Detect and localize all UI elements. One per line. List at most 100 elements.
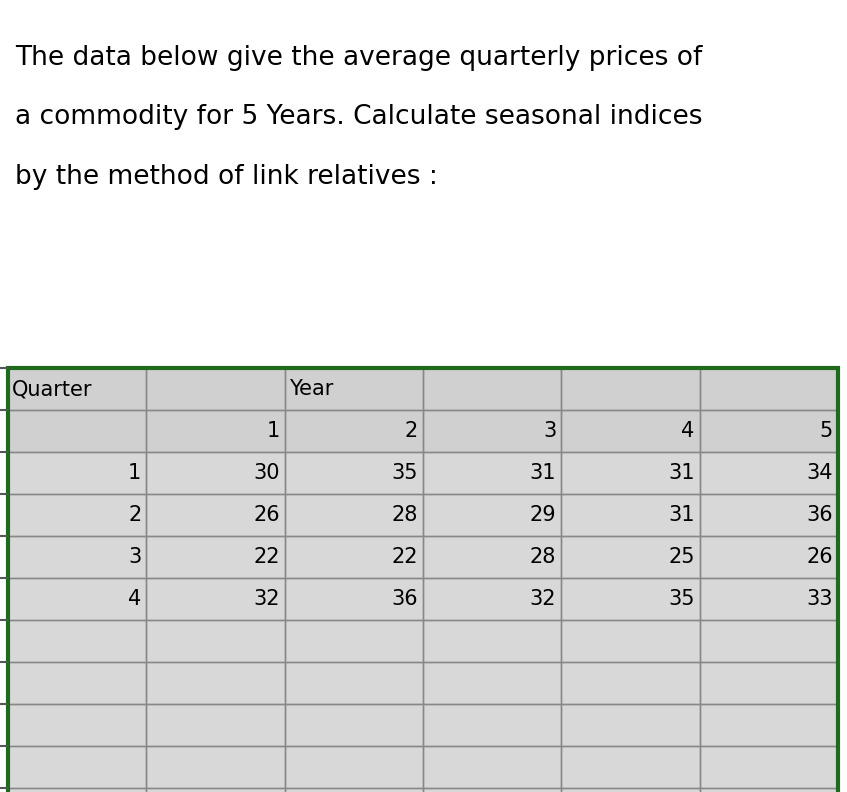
Bar (147, 620, 285, 662)
Bar (423, 410, 562, 452)
Bar (147, 704, 285, 746)
Bar (700, 746, 838, 788)
Bar (285, 788, 423, 792)
Bar (562, 746, 700, 788)
Text: 35: 35 (391, 463, 418, 483)
Text: a commodity for 5 Years. Calculate seasonal indices: a commodity for 5 Years. Calculate seaso… (15, 105, 703, 131)
Bar (562, 536, 700, 578)
Bar (700, 578, 838, 620)
Bar (700, 368, 838, 410)
Bar (562, 620, 700, 662)
Bar (423, 662, 562, 704)
Bar (285, 410, 423, 452)
Bar (8, 704, 147, 746)
Bar (700, 788, 838, 792)
Text: Quarter: Quarter (12, 379, 92, 399)
Bar (285, 662, 423, 704)
Text: 26: 26 (806, 547, 833, 567)
Text: 32: 32 (253, 589, 280, 609)
Bar (8, 536, 147, 578)
Bar (8, 662, 147, 704)
Bar (285, 746, 423, 788)
Bar (8, 746, 147, 788)
Bar (700, 536, 838, 578)
Bar (147, 494, 285, 536)
Bar (562, 368, 700, 410)
Bar (285, 494, 423, 536)
Bar (8, 452, 147, 494)
Text: 3: 3 (128, 547, 141, 567)
Text: 31: 31 (530, 463, 556, 483)
Bar (147, 368, 285, 410)
Text: 30: 30 (253, 463, 280, 483)
Text: 4: 4 (682, 421, 695, 441)
Bar (147, 536, 285, 578)
Bar (700, 410, 838, 452)
Bar (285, 536, 423, 578)
Bar (285, 578, 423, 620)
Bar (423, 746, 562, 788)
Bar (285, 452, 423, 494)
Bar (423, 368, 562, 410)
Text: 1: 1 (128, 463, 141, 483)
Text: 4: 4 (128, 589, 141, 609)
Bar (147, 410, 285, 452)
Bar (147, 662, 285, 704)
Bar (8, 368, 147, 410)
Text: 25: 25 (668, 547, 695, 567)
Bar (285, 368, 423, 410)
Text: 2: 2 (405, 421, 418, 441)
Text: 34: 34 (806, 463, 833, 483)
Bar (423, 620, 562, 662)
Text: 2: 2 (128, 505, 141, 525)
Bar (423, 494, 562, 536)
Text: 29: 29 (529, 505, 556, 525)
Text: Year: Year (289, 379, 333, 399)
Text: The data below give the average quarterly prices of: The data below give the average quarterl… (15, 45, 703, 71)
Text: 35: 35 (668, 589, 695, 609)
Text: 36: 36 (806, 505, 833, 525)
Text: 22: 22 (253, 547, 280, 567)
Text: 31: 31 (668, 463, 695, 483)
Bar (8, 788, 147, 792)
Text: 22: 22 (391, 547, 418, 567)
Text: 3: 3 (543, 421, 556, 441)
Bar (423, 452, 562, 494)
Text: 26: 26 (253, 505, 280, 525)
Bar (8, 620, 147, 662)
Text: by the method of link relatives :: by the method of link relatives : (15, 164, 438, 190)
Bar (423, 578, 562, 620)
Bar (147, 452, 285, 494)
Text: 5: 5 (820, 421, 833, 441)
Bar (700, 704, 838, 746)
Bar (8, 578, 147, 620)
Text: 28: 28 (391, 505, 418, 525)
Bar (147, 578, 285, 620)
Bar (700, 494, 838, 536)
Bar (562, 452, 700, 494)
Bar (8, 410, 147, 452)
Bar (285, 620, 423, 662)
Bar (8, 494, 147, 536)
Text: 32: 32 (530, 589, 556, 609)
Bar (700, 452, 838, 494)
Text: 28: 28 (530, 547, 556, 567)
Bar (700, 662, 838, 704)
Bar (8, 368, 838, 792)
Text: 31: 31 (668, 505, 695, 525)
Bar (147, 746, 285, 788)
Bar (562, 410, 700, 452)
Bar (562, 662, 700, 704)
Bar (562, 578, 700, 620)
Text: 1: 1 (267, 421, 280, 441)
Bar (285, 704, 423, 746)
Bar (562, 494, 700, 536)
Text: 36: 36 (391, 589, 418, 609)
Bar (423, 536, 562, 578)
Bar (562, 704, 700, 746)
Bar (423, 704, 562, 746)
Bar (700, 620, 838, 662)
Bar (147, 788, 285, 792)
Bar (562, 788, 700, 792)
Bar (423, 788, 562, 792)
